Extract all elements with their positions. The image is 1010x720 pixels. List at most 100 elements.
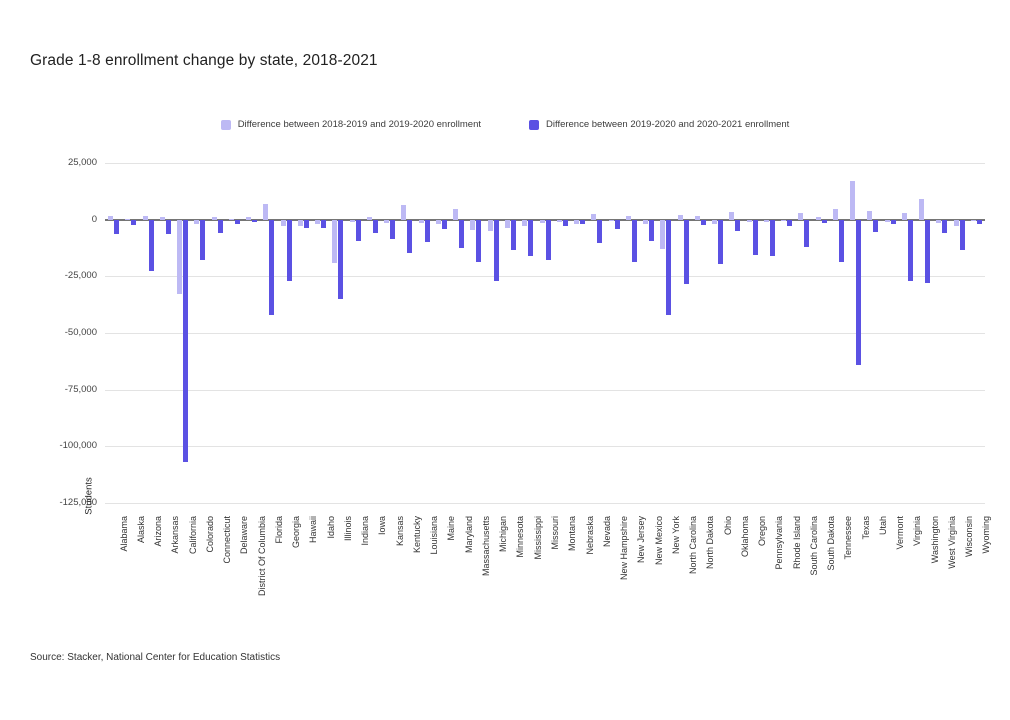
bar-montana-series2[interactable] (562, 219, 568, 227)
bar-hawaii-series2[interactable] (303, 219, 309, 228)
bar-georgia-series2[interactable] (286, 219, 292, 281)
bar-south-carolina-series1[interactable] (798, 212, 804, 220)
bar-wisconsin-series1[interactable] (953, 219, 959, 227)
bar-nevada-series1[interactable] (591, 214, 597, 220)
bar-illinois-series2[interactable] (338, 219, 344, 299)
bar-west-virginia-series2[interactable] (942, 219, 948, 234)
bar-arkansas-series2[interactable] (165, 219, 171, 235)
bar-massachusetts-series1[interactable] (470, 219, 476, 230)
bar-alabama-series1[interactable] (108, 216, 114, 220)
bar-pennsylvania-series2[interactable] (769, 219, 775, 256)
bar-maryland-series2[interactable] (459, 219, 465, 248)
bar-illinois-series1[interactable] (332, 219, 338, 263)
bar-idaho-series2[interactable] (321, 219, 327, 228)
bar-washington-series2[interactable] (925, 219, 931, 284)
bar-new-york-series2[interactable] (666, 219, 672, 315)
bar-delaware-series2[interactable] (234, 219, 240, 224)
bar-wyoming-series2[interactable] (976, 219, 982, 225)
bar-louisiana-series1[interactable] (418, 219, 424, 224)
bar-utah-series2[interactable] (873, 219, 879, 233)
bar-florida-series1[interactable] (263, 203, 269, 220)
bar-colorado-series2[interactable] (200, 219, 206, 261)
bar-nebraska-series2[interactable] (580, 219, 585, 225)
bar-wyoming-series1[interactable] (970, 219, 976, 221)
bar-north-carolina-series1[interactable] (677, 215, 683, 220)
bar-district-of-columbia-series2[interactable] (252, 219, 258, 223)
bar-florida-series2[interactable] (269, 219, 275, 315)
bar-mississippi-series1[interactable] (522, 219, 528, 227)
bar-rhode-island-series2[interactable] (787, 219, 793, 227)
bar-new-hampshire-series2[interactable] (614, 219, 620, 229)
bar-new-mexico-series2[interactable] (649, 219, 655, 242)
bar-new-jersey-series1[interactable] (625, 216, 631, 220)
bar-new-york-series1[interactable] (660, 219, 666, 250)
bar-colorado-series1[interactable] (194, 219, 200, 225)
bar-missouri-series2[interactable] (545, 219, 551, 261)
bar-texas-series1[interactable] (850, 181, 856, 220)
bar-kansas-series2[interactable] (390, 219, 396, 239)
bar-tennessee-series1[interactable] (832, 209, 838, 220)
bar-alaska-series1[interactable] (125, 218, 131, 220)
bar-maine-series2[interactable] (441, 219, 447, 229)
bar-arizona-series2[interactable] (148, 219, 154, 271)
bar-delaware-series1[interactable] (228, 218, 234, 220)
bar-connecticut-series1[interactable] (211, 217, 217, 220)
bar-vermont-series2[interactable] (890, 219, 896, 224)
bar-utah-series1[interactable] (867, 210, 873, 220)
bar-south-dakota-series2[interactable] (821, 219, 827, 224)
bar-idaho-series1[interactable] (315, 219, 321, 225)
bar-indiana-series1[interactable] (349, 219, 355, 222)
bar-louisiana-series2[interactable] (424, 219, 430, 243)
bar-alabama-series2[interactable] (114, 219, 120, 234)
bar-kentucky-series1[interactable] (401, 204, 407, 220)
bar-massachusetts-series2[interactable] (476, 219, 482, 263)
bar-ohio-series2[interactable] (718, 219, 724, 264)
bar-oregon-series1[interactable] (746, 219, 752, 222)
bar-minnesota-series1[interactable] (504, 219, 510, 228)
bar-california-series1[interactable] (177, 219, 183, 295)
bar-indiana-series2[interactable] (355, 219, 361, 242)
bar-new-mexico-series1[interactable] (643, 219, 649, 224)
bar-south-dakota-series1[interactable] (815, 217, 821, 220)
bar-west-virginia-series1[interactable] (936, 219, 942, 224)
bar-mississippi-series2[interactable] (528, 219, 534, 256)
bar-district-of-columbia-series1[interactable] (246, 217, 252, 220)
bar-georgia-series1[interactable] (280, 219, 286, 227)
bar-rhode-island-series1[interactable] (781, 219, 787, 221)
bar-south-carolina-series2[interactable] (804, 219, 810, 247)
bar-maryland-series1[interactable] (453, 209, 459, 220)
bar-kansas-series1[interactable] (384, 219, 390, 224)
bar-michigan-series2[interactable] (493, 219, 499, 281)
bar-new-jersey-series2[interactable] (631, 219, 637, 262)
bar-alaska-series2[interactable] (131, 219, 137, 226)
bar-north-dakota-series1[interactable] (694, 216, 700, 220)
bar-kentucky-series2[interactable] (407, 219, 413, 253)
bar-virginia-series2[interactable] (907, 219, 913, 281)
bar-montana-series1[interactable] (556, 219, 562, 222)
bar-maine-series1[interactable] (435, 219, 441, 225)
bar-hawaii-series1[interactable] (297, 219, 303, 226)
bar-ohio-series1[interactable] (712, 219, 718, 225)
bar-iowa-series1[interactable] (366, 217, 372, 220)
bar-vermont-series1[interactable] (884, 219, 890, 222)
bar-missouri-series1[interactable] (539, 219, 545, 224)
bar-minnesota-series2[interactable] (510, 219, 516, 251)
bar-oklahoma-series1[interactable] (729, 211, 735, 220)
bar-connecticut-series2[interactable] (217, 219, 223, 234)
bar-california-series2[interactable] (183, 219, 189, 463)
bar-pennsylvania-series1[interactable] (763, 219, 769, 222)
bar-arkansas-series1[interactable] (159, 216, 165, 220)
bar-virginia-series1[interactable] (901, 212, 907, 220)
bar-arizona-series1[interactable] (142, 215, 148, 220)
bar-washington-series1[interactable] (919, 198, 925, 220)
bar-oregon-series2[interactable] (752, 219, 758, 255)
bar-north-dakota-series2[interactable] (700, 219, 706, 226)
bar-iowa-series2[interactable] (372, 219, 378, 234)
bar-michigan-series1[interactable] (487, 219, 493, 231)
bar-texas-series2[interactable] (856, 219, 862, 365)
bar-oklahoma-series2[interactable] (735, 219, 741, 231)
bar-tennessee-series2[interactable] (838, 219, 844, 262)
bar-nebraska-series1[interactable] (574, 219, 579, 225)
bar-wisconsin-series2[interactable] (959, 219, 965, 251)
bar-new-hampshire-series1[interactable] (608, 219, 614, 221)
